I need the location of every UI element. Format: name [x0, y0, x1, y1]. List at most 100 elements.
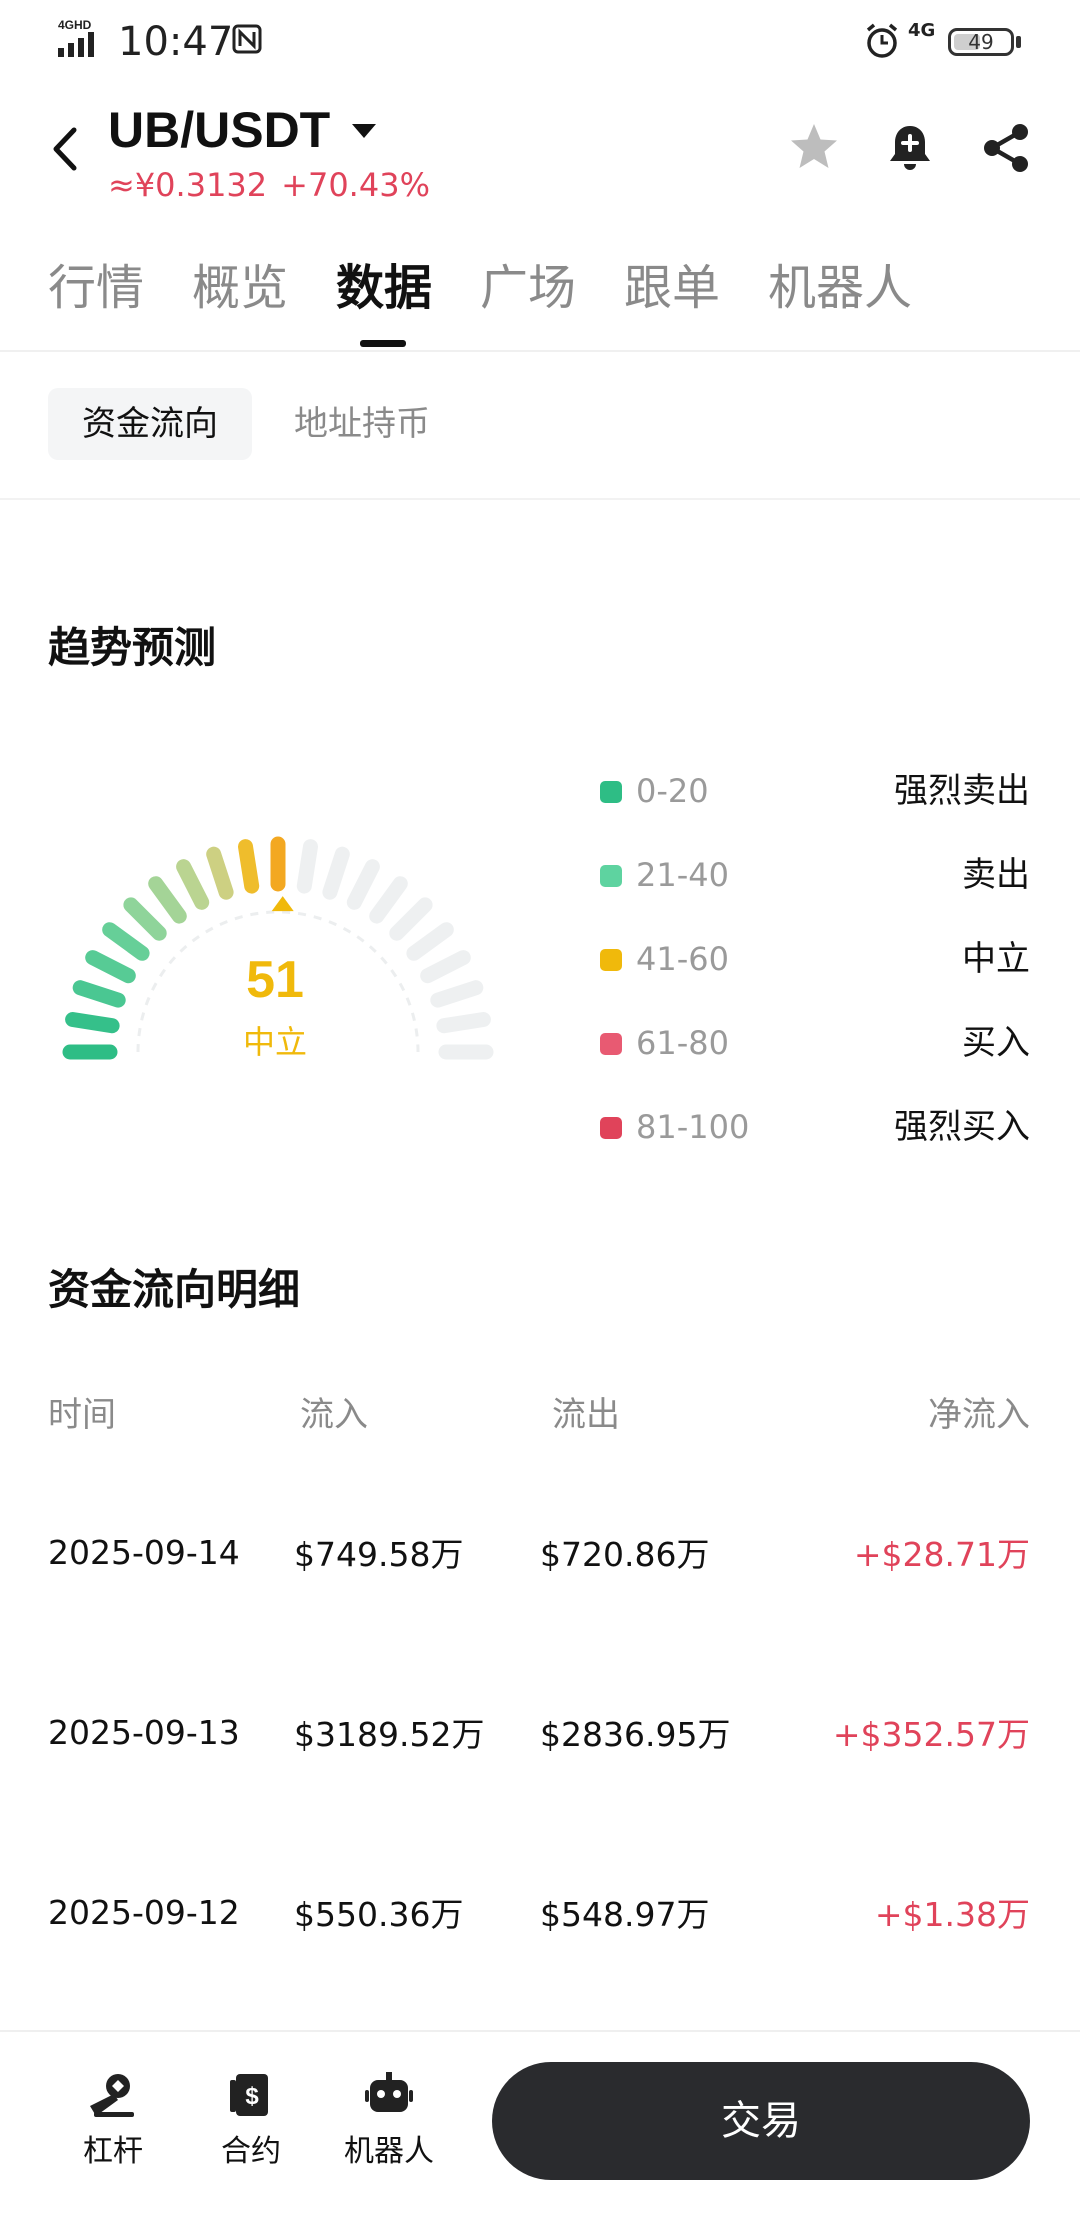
gauge-segment: [102, 922, 150, 961]
gauge-segment: [206, 846, 234, 900]
svg-text:$: $: [245, 2083, 259, 2110]
price-cny: ≈¥0.3132: [108, 166, 268, 204]
legend-swatch: [600, 865, 622, 887]
legend-swatch: [600, 781, 622, 803]
tab-overview[interactable]: 概览: [192, 260, 289, 316]
flow-title: 资金流向明细: [48, 1265, 301, 1314]
legend-item: 81-100 强烈买入: [600, 1102, 1030, 1152]
tab-bots[interactable]: 机器人: [768, 260, 913, 316]
legend-item: 0-20 强烈卖出: [600, 766, 1030, 816]
active-tab-indicator: [360, 340, 406, 347]
signal-icon: 4GHD: [58, 18, 94, 57]
share-icon[interactable]: [978, 120, 1034, 176]
battery-level: 49: [968, 30, 994, 54]
gauge-segment: [148, 876, 187, 924]
column-header-outflow: 流出: [552, 1395, 620, 1435]
legend-label: 中立: [962, 939, 1030, 979]
legend-range: 21-40: [636, 856, 729, 894]
tab-copy-trading[interactable]: 跟单: [624, 260, 721, 316]
chevron-down-icon[interactable]: [350, 122, 378, 140]
leverage-icon: [90, 2074, 134, 2117]
contract-icon: $: [230, 2074, 268, 2116]
back-icon[interactable]: [44, 120, 88, 178]
network-label: 4GHD: [58, 18, 92, 32]
legend-label: 买入: [962, 1023, 1030, 1063]
gauge-score: 51: [246, 951, 304, 1009]
bottom-nav-label: 机器人: [344, 2134, 434, 2169]
legend-swatch: [600, 1033, 622, 1055]
cell-net: +$1.38万: [874, 1895, 1030, 1934]
legend-label: 强烈买入: [894, 1107, 1030, 1147]
cell-outflow: $548.97万: [540, 1895, 710, 1934]
trend-gauge: [62, 836, 494, 1060]
cell-inflow: $3189.52万: [294, 1715, 485, 1754]
tab-square[interactable]: 广场: [480, 260, 577, 316]
cell-date: 2025-09-12: [48, 1893, 240, 1932]
gauge-segment: [176, 859, 210, 910]
legend-range: 0-20: [636, 772, 709, 810]
gauge-segment: [72, 980, 126, 1008]
pair-title[interactable]: UB/USDT: [108, 102, 331, 158]
cell-date: 2025-09-13: [48, 1713, 240, 1752]
gauge-segment: [346, 859, 380, 910]
legend-item: 61-80 买入: [600, 1018, 1030, 1068]
subtab-fund-flow[interactable]: 资金流向: [48, 388, 252, 460]
legend-range: 41-60: [636, 940, 729, 978]
column-header-inflow: 流入: [300, 1395, 368, 1435]
gauge-segment: [123, 897, 167, 941]
gauge-segment: [65, 1012, 120, 1034]
gauge-segment: [238, 839, 260, 894]
bottom-nav-bots[interactable]: 机器人: [334, 2070, 444, 2180]
legend-label: 强烈卖出: [894, 771, 1030, 811]
cell-inflow: $749.58万: [294, 1535, 464, 1574]
column-header-time: 时间: [48, 1395, 116, 1435]
clock: 10:47: [118, 19, 234, 65]
trade-button[interactable]: 交易: [492, 2062, 1030, 2180]
tabs-divider: [0, 350, 1080, 352]
cell-inflow: $550.36万: [294, 1895, 464, 1934]
legend-range: 81-100: [636, 1108, 750, 1146]
notification-icon: [232, 24, 262, 54]
bottom-nav-contract[interactable]: $ 合约: [196, 2070, 306, 2180]
gauge-segment: [322, 846, 350, 900]
price-change: +70.43%: [281, 166, 430, 204]
robot-icon: [365, 2072, 413, 2112]
gauge-segment: [296, 839, 318, 894]
tab-market[interactable]: 行情: [48, 260, 145, 316]
subtabs-divider: [0, 498, 1080, 500]
gauge-pointer: [271, 896, 294, 912]
gauge-segment: [406, 922, 454, 961]
status-bar: 4GHD 10:47 4G 49: [0, 0, 1080, 86]
price-line: ≈¥0.3132 +70.43%: [108, 166, 430, 204]
gauge-segment: [430, 980, 484, 1008]
trend-title: 趋势预测: [48, 623, 217, 672]
tab-data[interactable]: 数据: [336, 260, 433, 316]
legend-swatch: [600, 1117, 622, 1139]
legend-swatch: [600, 949, 622, 971]
gauge-segment: [85, 950, 136, 984]
battery-icon: 49: [948, 28, 1014, 56]
cell-outflow: $2836.95万: [540, 1715, 731, 1754]
bottom-nav-label: 杠杆: [83, 2134, 143, 2169]
legend-range: 61-80: [636, 1024, 729, 1062]
star-icon[interactable]: [786, 120, 842, 176]
legend-label: 卖出: [962, 855, 1030, 895]
bottom-nav-leverage[interactable]: 杠杆: [58, 2070, 168, 2180]
cell-net: +$28.71万: [853, 1535, 1030, 1574]
mobile-data-indicator: 4G: [908, 20, 936, 41]
legend-item: 41-60 中立: [600, 934, 1030, 984]
gauge-segment: [369, 876, 408, 924]
cell-date: 2025-09-14: [48, 1533, 240, 1572]
alarm-icon: [866, 23, 898, 58]
bottom-bar-divider: [0, 2030, 1080, 2032]
gauge-inner-arc: [136, 910, 420, 1053]
subtab-address-holdings[interactable]: 地址持币: [294, 404, 430, 444]
gauge-segment: [420, 950, 471, 984]
bell-plus-icon[interactable]: [882, 120, 938, 176]
cell-net: +$352.57万: [832, 1715, 1030, 1754]
cell-outflow: $720.86万: [540, 1535, 710, 1574]
bottom-nav-label: 合约: [221, 2134, 281, 2169]
gauge-segment: [389, 897, 433, 941]
column-header-net: 净流入: [928, 1395, 1030, 1435]
legend-item: 21-40 卖出: [600, 850, 1030, 900]
